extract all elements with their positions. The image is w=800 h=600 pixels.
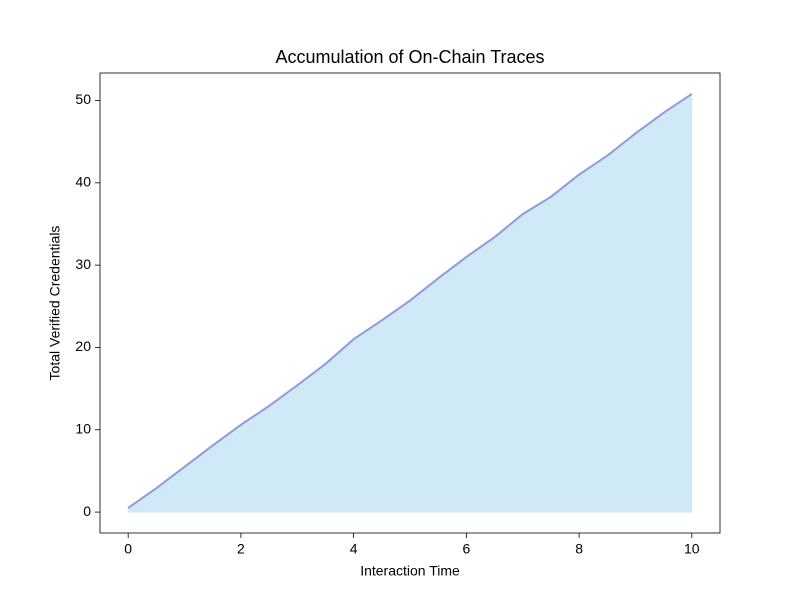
y-tick-label: 50: [75, 91, 91, 107]
chart-title: Accumulation of On-Chain Traces: [275, 47, 544, 67]
y-tick-label: 30: [75, 256, 91, 272]
y-tick-label: 0: [83, 503, 91, 519]
y-tick-label: 10: [75, 420, 91, 436]
x-tick-label: 6: [462, 541, 470, 557]
y-tick-label: 20: [75, 338, 91, 354]
x-tick-label: 2: [237, 541, 245, 557]
y-tick-label: 40: [75, 174, 91, 190]
y-axis-label: Total Verified Credentials: [47, 226, 63, 381]
x-tick-label: 4: [350, 541, 358, 557]
x-tick-label: 8: [575, 541, 583, 557]
line: [127, 93, 693, 509]
plot-frame: [99, 72, 721, 534]
x-axis-label: Interaction Time: [360, 563, 460, 579]
x-tick-label: 0: [124, 541, 132, 557]
x-tick-label: 10: [684, 541, 700, 557]
